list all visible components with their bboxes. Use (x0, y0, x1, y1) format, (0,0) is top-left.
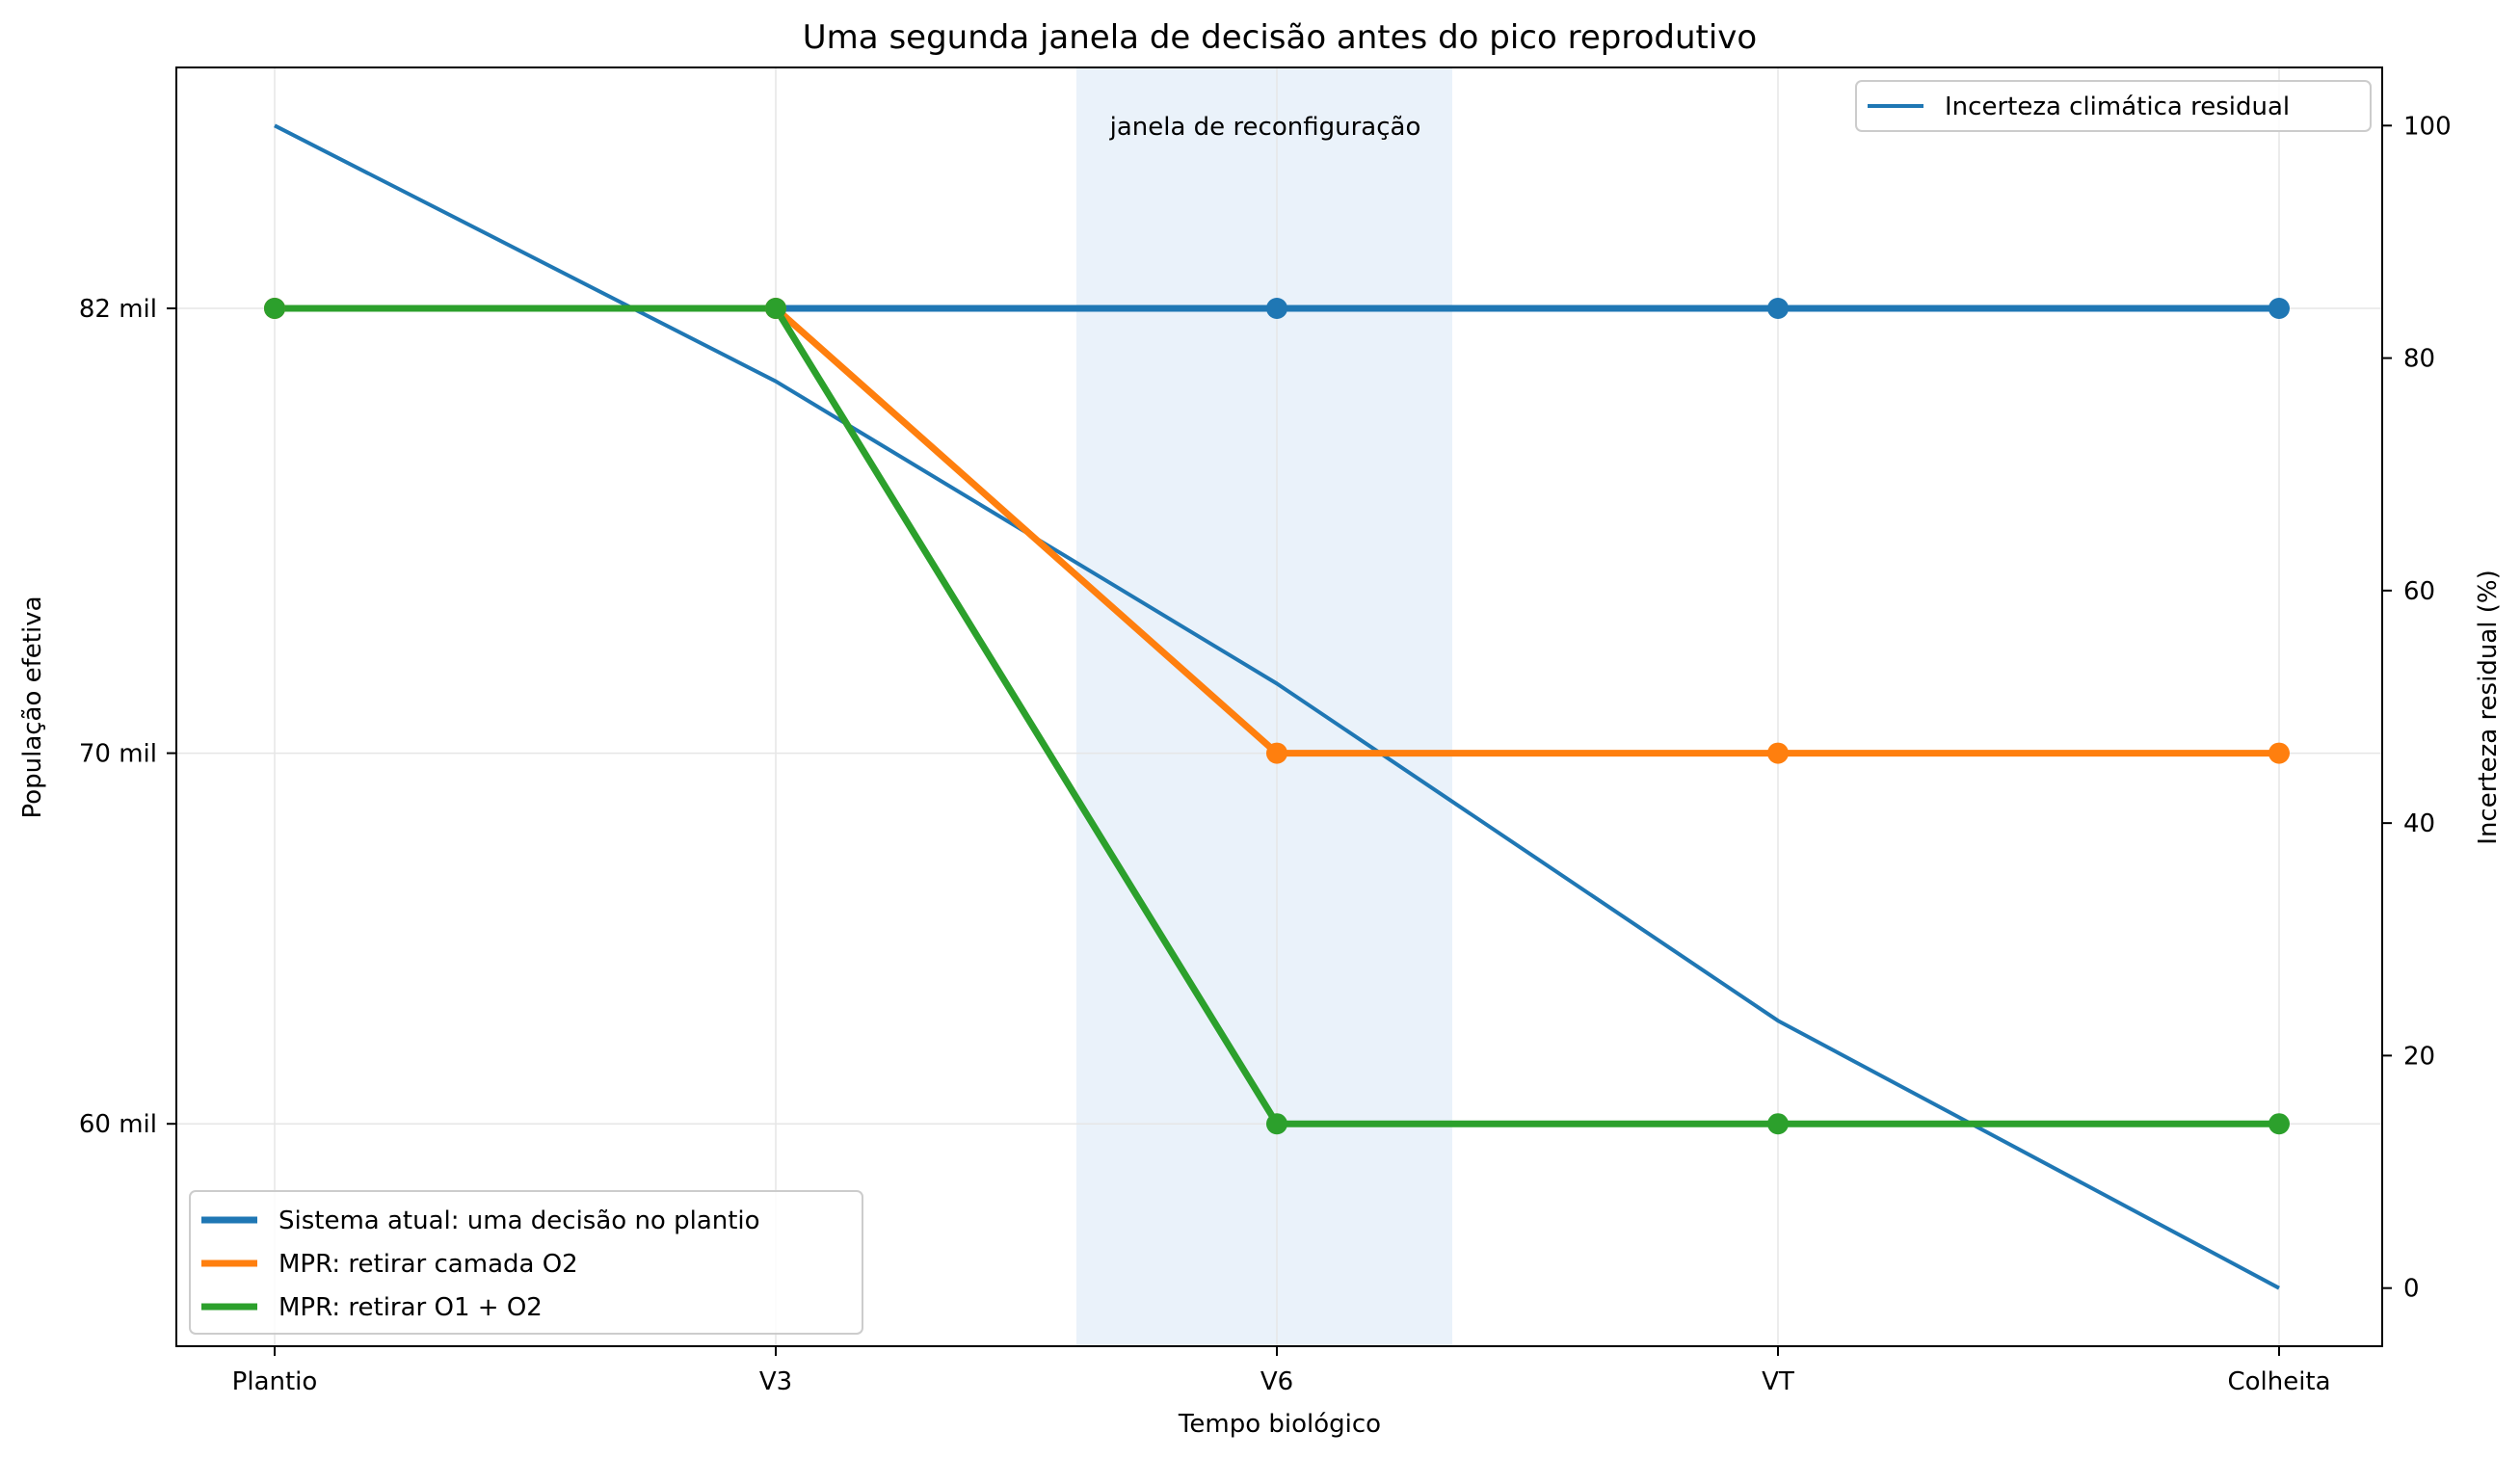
data-point-mpr-o2 (1767, 742, 1789, 764)
data-point-sistema-atual (1767, 298, 1789, 320)
data-point-sistema-atual (2268, 298, 2290, 320)
y2-tick-label: 20 (2403, 1042, 2435, 1071)
y2-tick-label: 80 (2403, 345, 2435, 374)
x-tick-label: V6 (1260, 1367, 1293, 1396)
axis-layer: Plantio V3 V6 VT Colheita 60 mil 70 mil 82 mil 0… (79, 112, 2452, 1396)
legend-right-box (1855, 80, 2372, 132)
legend-entry: Incerteza climática residual (1945, 93, 2290, 121)
data-point-mpr-o1-o2 (264, 298, 285, 320)
y2-tick-label: 60 (2403, 577, 2435, 606)
x-tick-label: Colheita (2227, 1367, 2330, 1396)
shaded-region-layer (1076, 67, 1452, 1346)
chart-title: Uma segunda janela de decisão antes do p… (803, 18, 1757, 57)
legend-entry: MPR: retirar O1 + O2 (279, 1293, 543, 1322)
data-point-mpr-o1-o2 (1767, 1113, 1789, 1135)
data-point-mpr-o1-o2 (765, 298, 786, 320)
plot-frame (175, 66, 2383, 1347)
x-tick-label: Plantio (232, 1367, 318, 1396)
legend-entry: Sistema atual: uma decisão no plantio (279, 1206, 760, 1235)
data-point-sistema-atual (1266, 298, 1287, 320)
y-axis-label: População efetiva (18, 596, 47, 818)
data-point-mpr-o1-o2 (1266, 1113, 1287, 1135)
series-line-incerteza (274, 123, 2280, 1290)
data-point-mpr-o2 (1266, 742, 1287, 764)
x-axis-label: Tempo biológico (1178, 1410, 1381, 1439)
x-tick-label: V3 (759, 1367, 792, 1396)
y2-tick-label: 0 (2403, 1275, 2420, 1304)
shaded-region (1076, 67, 1452, 1346)
y-tick-label: 60 mil (79, 1110, 157, 1139)
series-layer (264, 123, 2290, 1290)
legend-entry: MPR: retirar camada O2 (279, 1250, 578, 1279)
y-tick-label: 70 mil (79, 740, 157, 769)
x-tick-label: VT (1762, 1367, 1794, 1396)
y2-tick-label: 100 (2403, 112, 2452, 141)
shaded-region-label: janela de reconfiguração (1109, 113, 1421, 142)
data-point-mpr-o2 (2268, 742, 2290, 764)
legend-right: Incerteza climática residual (1855, 80, 2372, 132)
legend-left: Sistema atual: uma decisão no plantio MPR… (189, 1190, 863, 1335)
y2-axis-label: Incerteza residual (%) (2474, 570, 2503, 844)
legend-left-box (189, 1190, 863, 1335)
y2-tick-label: 40 (2403, 809, 2435, 838)
y-tick-label: 82 mil (79, 295, 157, 324)
data-point-mpr-o1-o2 (2268, 1113, 2290, 1135)
